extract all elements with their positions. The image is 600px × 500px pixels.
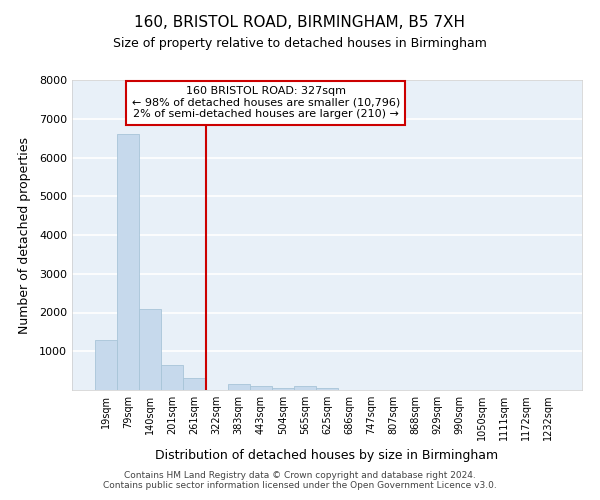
Y-axis label: Number of detached properties: Number of detached properties xyxy=(17,136,31,334)
Text: 160 BRISTOL ROAD: 327sqm
← 98% of detached houses are smaller (10,796)
2% of sem: 160 BRISTOL ROAD: 327sqm ← 98% of detach… xyxy=(131,86,400,120)
Bar xyxy=(184,378,206,390)
Bar xyxy=(272,388,294,390)
Bar xyxy=(95,340,117,390)
Text: 160, BRISTOL ROAD, BIRMINGHAM, B5 7XH: 160, BRISTOL ROAD, BIRMINGHAM, B5 7XH xyxy=(134,15,466,30)
Bar xyxy=(117,134,139,390)
Text: Contains HM Land Registry data © Crown copyright and database right 2024.
Contai: Contains HM Land Registry data © Crown c… xyxy=(103,470,497,490)
Bar xyxy=(227,384,250,390)
Bar xyxy=(294,386,316,390)
Bar xyxy=(139,308,161,390)
Bar xyxy=(316,388,338,390)
Bar xyxy=(250,386,272,390)
Text: Size of property relative to detached houses in Birmingham: Size of property relative to detached ho… xyxy=(113,38,487,51)
X-axis label: Distribution of detached houses by size in Birmingham: Distribution of detached houses by size … xyxy=(155,448,499,462)
Bar xyxy=(161,365,184,390)
